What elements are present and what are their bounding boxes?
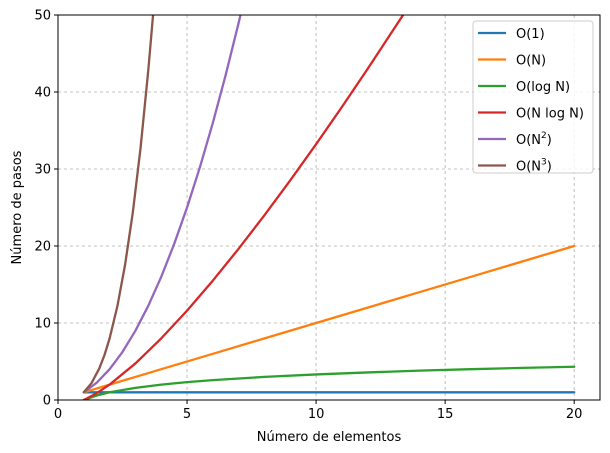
x-axis-label: Número de elementos: [257, 430, 402, 445]
series-line: [82, 15, 155, 394]
legend-label: O(N): [516, 54, 546, 69]
x-tick-label: 0: [54, 407, 62, 422]
x-tick-label: 20: [566, 407, 583, 422]
series-line: [82, 15, 405, 400]
y-axis-label: Número de pasos: [10, 150, 25, 264]
legend-label: O(1): [516, 27, 545, 42]
legend-label: O(log N): [516, 80, 570, 95]
y-tick-label: 30: [34, 163, 51, 178]
x-tick-label: 5: [183, 407, 191, 422]
series-layer: [82, 15, 576, 400]
y-tick-label: 10: [34, 317, 51, 332]
ticks: 0 5 10 15 20 0 10 20 30 40 50: [34, 9, 582, 423]
series-line: [82, 365, 576, 400]
legend-frame: [472, 20, 594, 174]
legend-label: O(N3): [516, 158, 552, 175]
x-tick-label: 15: [437, 407, 454, 422]
legend-label: O(N2): [516, 131, 552, 148]
y-tick-label: 20: [34, 240, 51, 255]
series-line: [82, 15, 242, 394]
legend-label: O(N log N): [516, 107, 584, 122]
series-line: [82, 244, 576, 394]
y-tick-label: 40: [34, 86, 51, 101]
y-tick-label: 0: [43, 394, 51, 409]
legend: O(1) O(N) O(log N) O(N log N) O(N2) O(N3): [472, 20, 594, 175]
plot-frame: [57, 14, 601, 401]
x-tick-label: 10: [308, 407, 325, 422]
y-tick-label: 50: [34, 9, 51, 24]
